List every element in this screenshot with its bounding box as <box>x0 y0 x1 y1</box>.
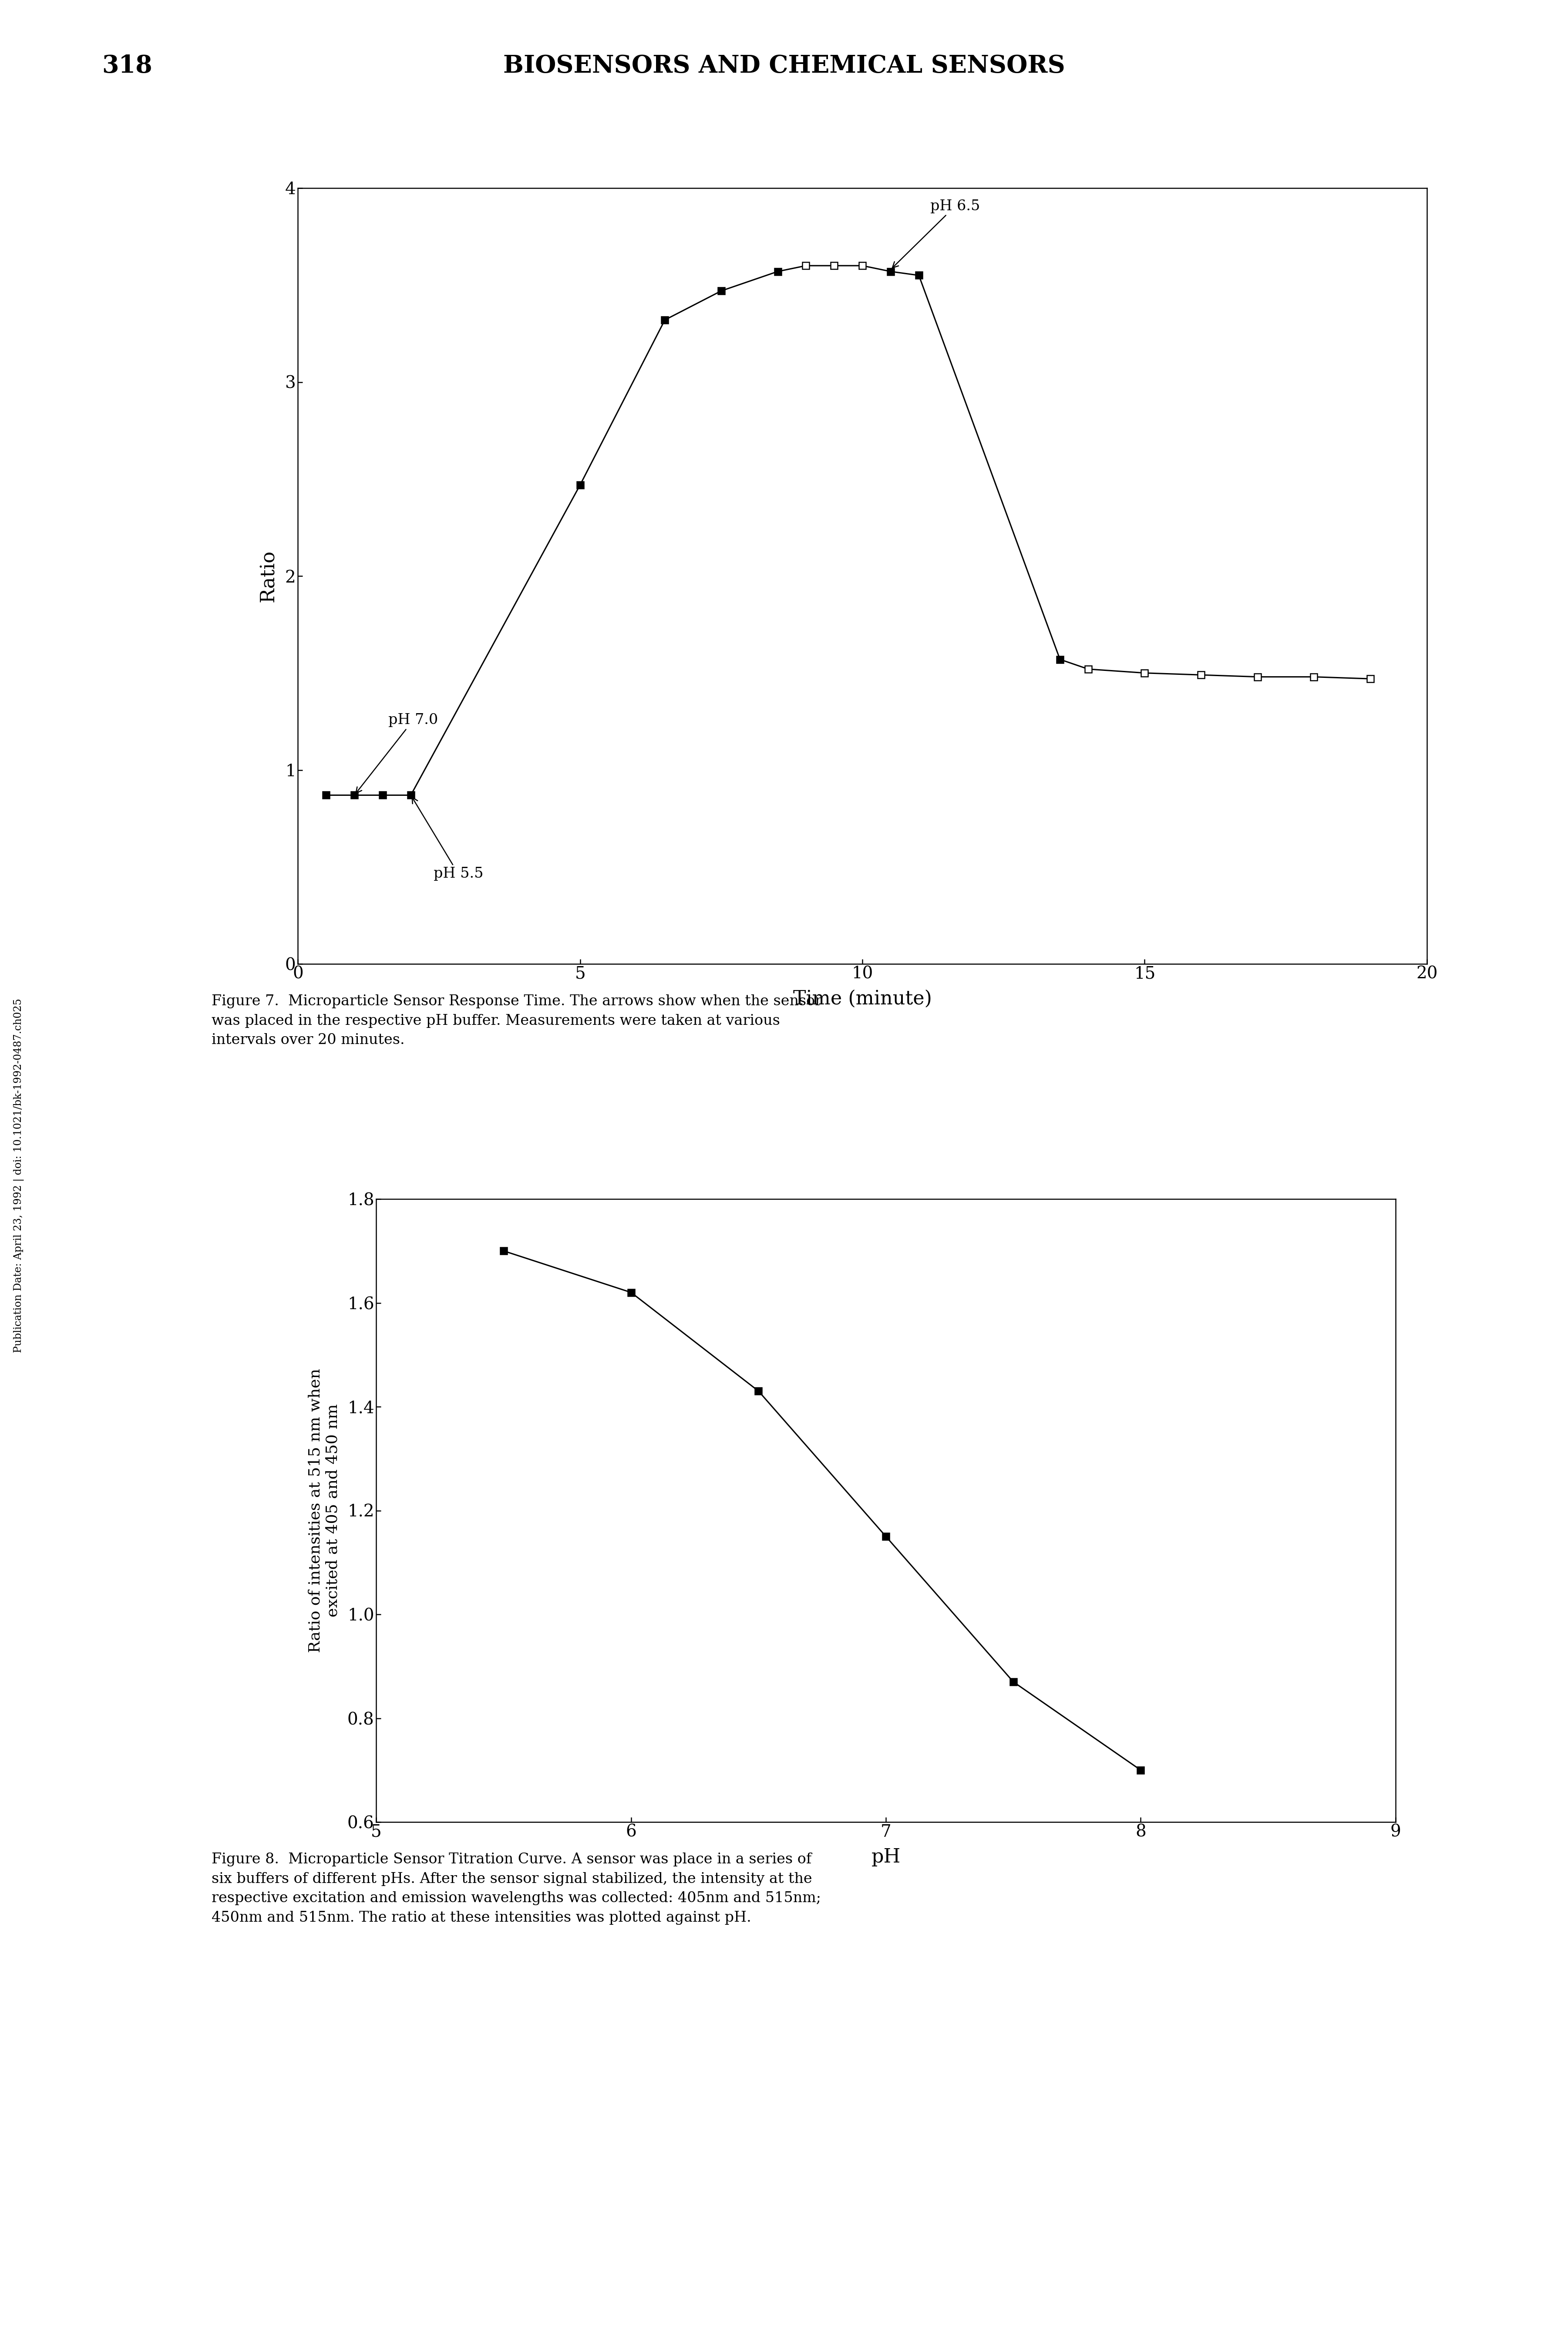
Text: Figure 7.  Microparticle Sensor Response Time. The arrows show when the sensor
w: Figure 7. Microparticle Sensor Response … <box>212 994 822 1046</box>
X-axis label: Time (minute): Time (minute) <box>793 990 931 1009</box>
Text: pH 5.5: pH 5.5 <box>412 797 483 882</box>
Text: Figure 8.  Microparticle Sensor Titration Curve. A sensor was place in a series : Figure 8. Microparticle Sensor Titration… <box>212 1853 822 1925</box>
Text: BIOSENSORS AND CHEMICAL SENSORS: BIOSENSORS AND CHEMICAL SENSORS <box>503 54 1065 78</box>
Text: 318: 318 <box>102 54 152 78</box>
Y-axis label: Ratio of intensities at 515 nm when
excited at 405 and 450 nm: Ratio of intensities at 515 nm when exci… <box>309 1368 340 1653</box>
Text: Publication Date: April 23, 1992 | doi: 10.1021/bk-1992-0487.ch025: Publication Date: April 23, 1992 | doi: … <box>14 999 24 1352</box>
Y-axis label: Ratio: Ratio <box>259 550 278 602</box>
Text: pH 7.0: pH 7.0 <box>356 712 437 792</box>
Text: pH 6.5: pH 6.5 <box>892 200 980 268</box>
X-axis label: pH: pH <box>872 1848 900 1867</box>
